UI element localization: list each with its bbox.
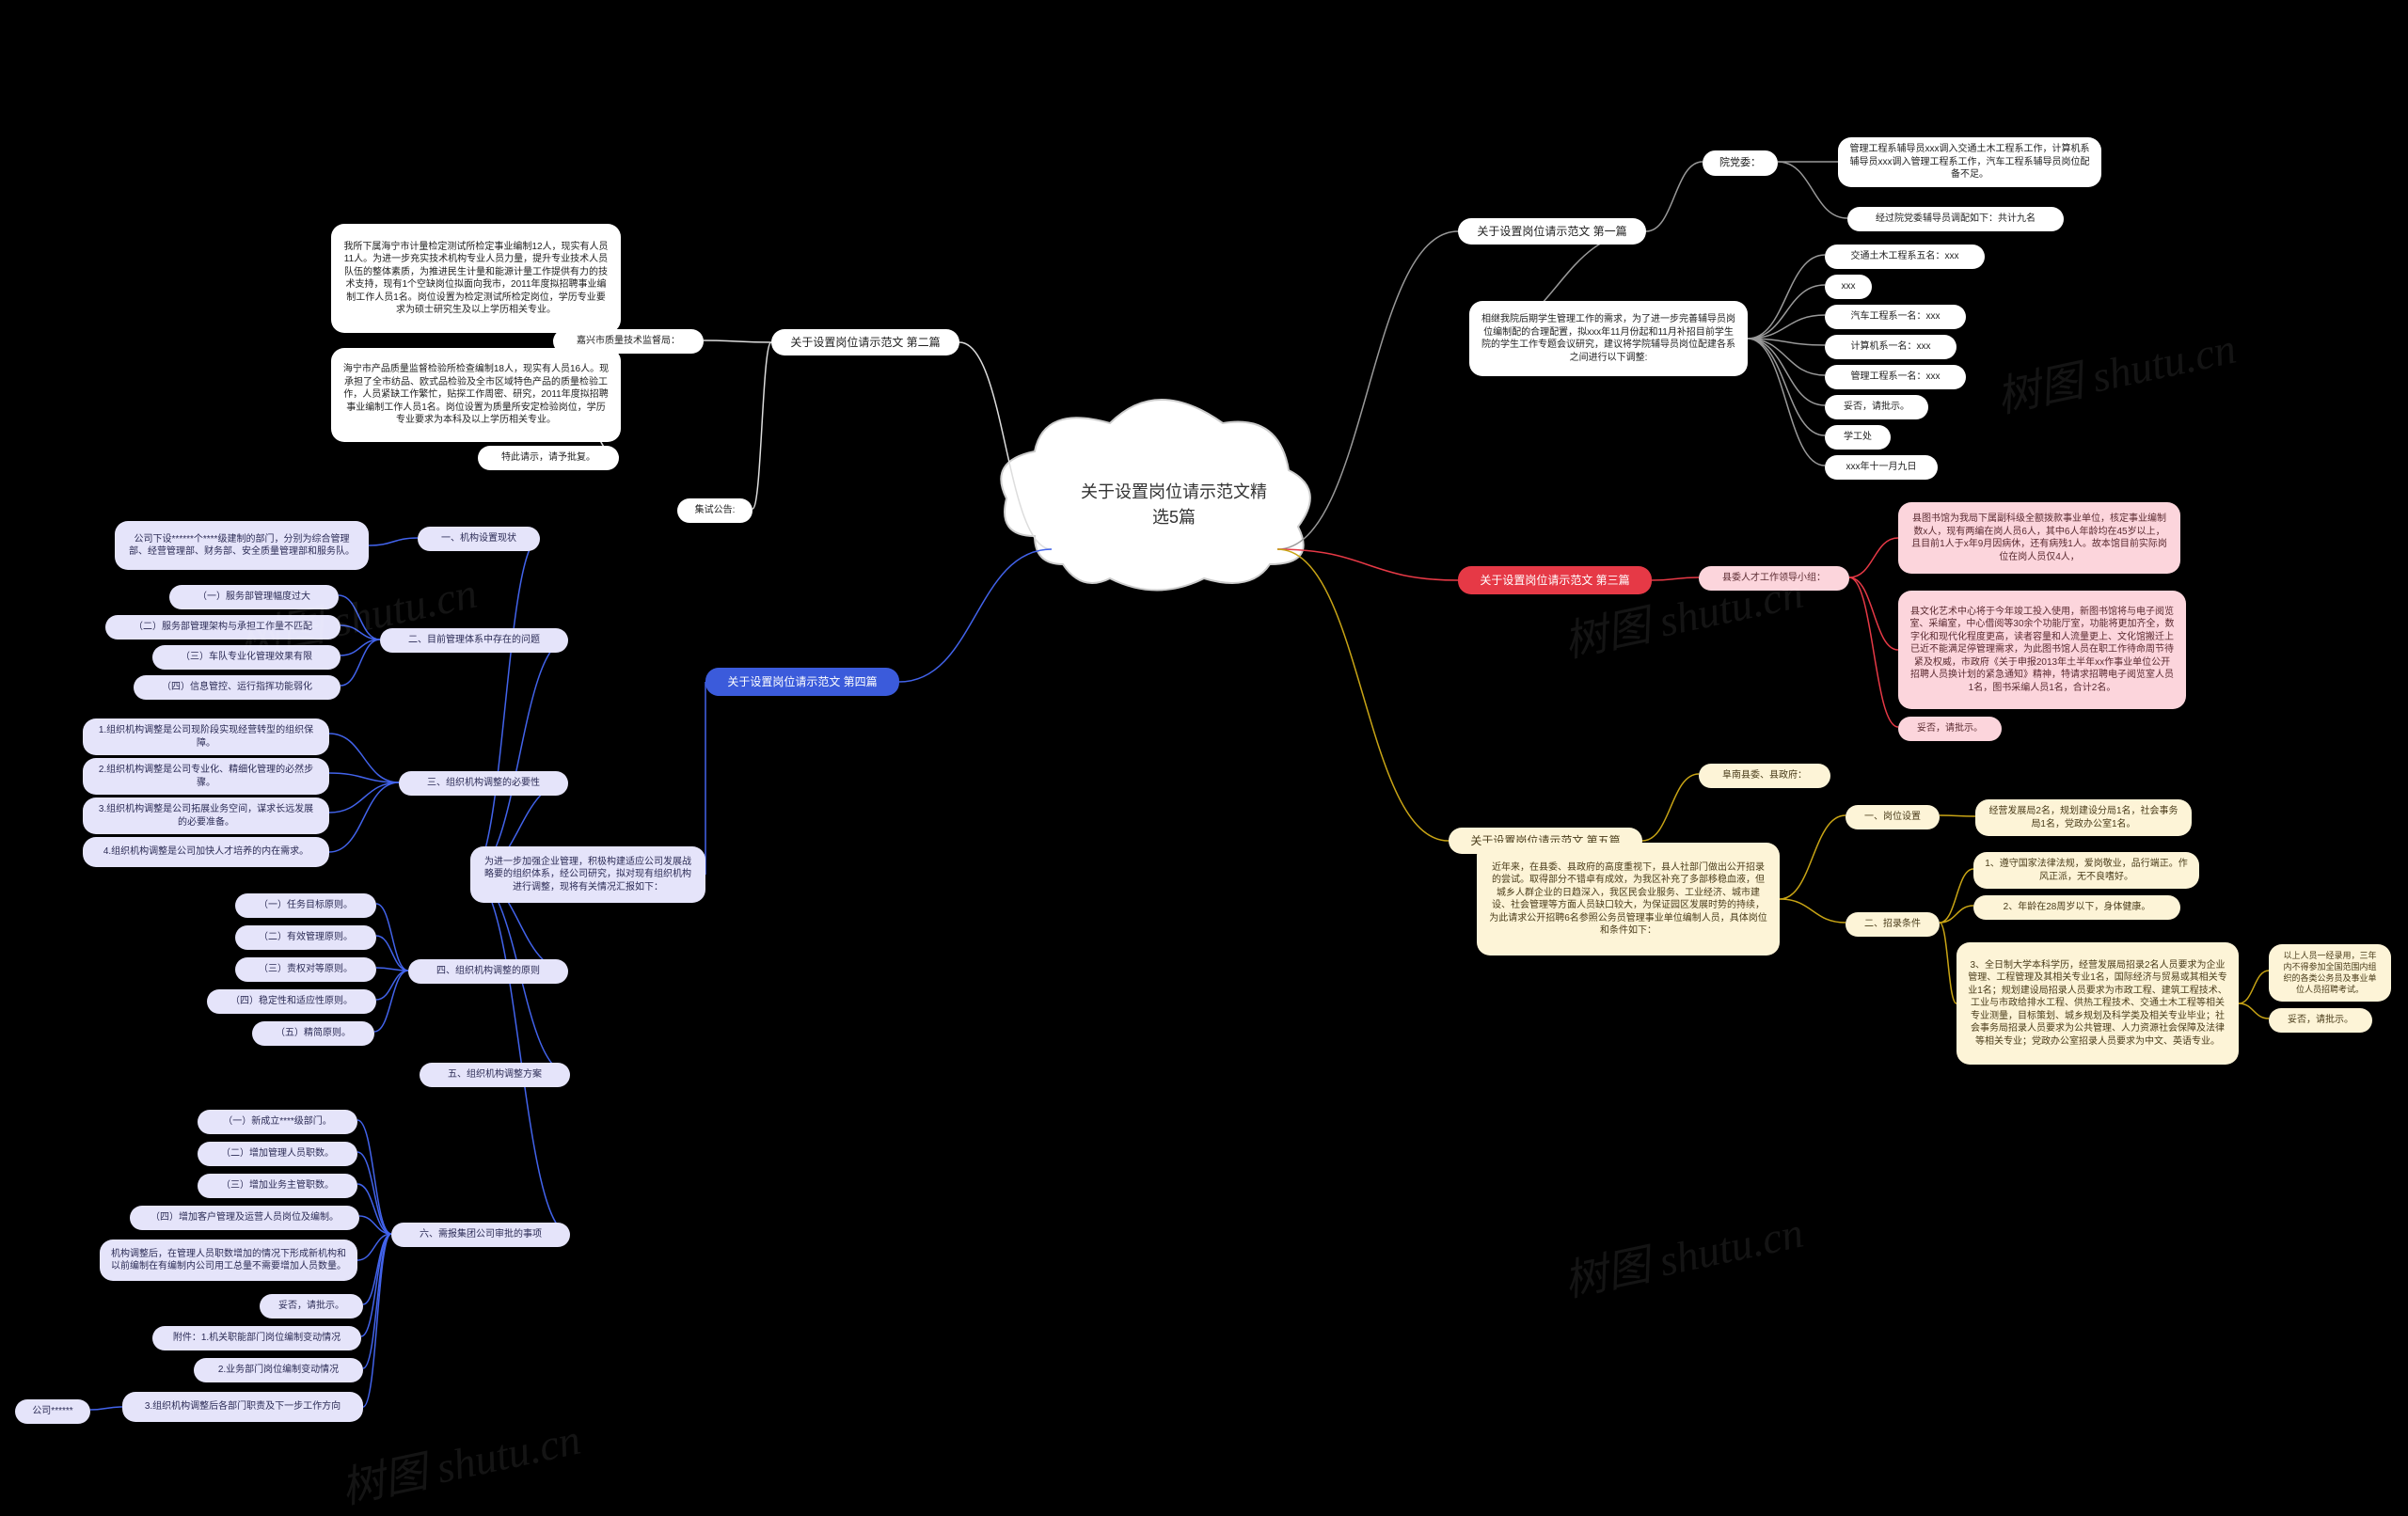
mindmap-node: （二）有效管理原则。 [235, 925, 376, 950]
mindmap-node: 二、招录条件 [1846, 912, 1940, 937]
mindmap-node: 五、组织机构调整方案 [420, 1063, 570, 1087]
mindmap-node: 公司下设******个****级建制的部门，分别为综合管理部、经营管理部、财务部… [115, 521, 369, 570]
watermark: 树图 shutu.cn [1990, 314, 2241, 425]
mindmap-node: xxx [1825, 275, 1872, 299]
mindmap-node: 3.组织机构调整后各部门职责及下一步工作方向 [122, 1392, 363, 1422]
mindmap-node: 一、机构设置现状 [418, 527, 540, 551]
mindmap-node: （五）精简原则。 [252, 1021, 374, 1046]
mindmap-node: 管理工程系一名：xxx [1825, 365, 1966, 389]
mindmap-node: 4.组织机构调整是公司加快人才培养的内在需求。 [83, 837, 329, 867]
mindmap-node: 汽车工程系一名：xxx [1825, 305, 1966, 329]
mindmap-node: 2.业务部门岗位编制变动情况 [194, 1358, 363, 1382]
mindmap-node: 机构调整后，在管理人员职数增加的情况下形成新机构和以前编制在有编制内公司用工总量… [100, 1240, 357, 1281]
watermark: 树图 shutu.cn [1558, 1198, 1808, 1309]
mindmap-node: 关于设置岗位请示范文 第二篇 [771, 329, 959, 355]
mindmap-node: 阜南县委、县政府： [1699, 764, 1830, 788]
mindmap-node: 近年来，在县委、县政府的高度重视下，县人社部门做出公开招录的尝试。取得部分不错卓… [1477, 843, 1780, 955]
mindmap-node: 县委人才工作领导小组： [1699, 566, 1849, 591]
mindmap-node: 公司****** [15, 1399, 90, 1424]
mindmap-node: 经营发展局2名，规划建设分局1名，社会事务局1名，党政办公室1名。 [1975, 799, 2192, 836]
mindmap-node: 3、全日制大学本科学历，经营发展局招录2名人员要求为企业管理、工程管理及其相关专… [1956, 942, 2239, 1065]
watermark: 树图 shutu.cn [335, 1405, 585, 1516]
mindmap-node: 管理工程系辅导员xxx调入交通土木工程系工作，计算机系辅导员xxx调入管理工程系… [1838, 137, 2101, 187]
mindmap-node: （三）责权对等原则。 [235, 957, 376, 982]
root-node: 关于设置岗位请示范文精 选5篇 [1070, 480, 1277, 530]
mindmap-node: （四）信息管控、运行指挥功能弱化 [134, 675, 341, 700]
mindmap-node: 院党委： [1703, 150, 1778, 176]
mindmap-node: 三、组织机构调整的必要性 [399, 771, 568, 796]
mindmap-node: 关于设置岗位请示范文 第三篇 [1458, 566, 1652, 594]
mindmap-node: 关于设置岗位请示范文 第一篇 [1458, 218, 1646, 245]
mindmap-node: 附件：1.机关职能部门岗位编制变动情况 [152, 1326, 361, 1350]
mindmap-node: （四）增加客户管理及运营人员岗位及编制。 [130, 1206, 359, 1230]
mindmap-node: 一、岗位设置 [1846, 805, 1940, 829]
root-title: 关于设置岗位请示范文精 选5篇 [1081, 482, 1267, 527]
mindmap-node: 2、年龄在28周岁以下，身体健康。 [1973, 895, 2180, 920]
mindmap-node: （一）任务目标原则。 [235, 893, 376, 918]
mindmap-node: 经过院党委辅导员调配如下：共计九名 [1847, 207, 2064, 231]
mindmap-node: 交通土木工程系五名：xxx [1825, 245, 1985, 269]
mindmap-node: 县图书馆为我局下属副科级全额拨款事业单位，核定事业编制数x人，现有两编在岗人员6… [1898, 502, 2180, 574]
mindmap-node: 关于设置岗位请示范文 第四篇 [705, 668, 899, 696]
mindmap-node: xxx年十一月九日 [1825, 455, 1938, 480]
mindmap-node: 集试公告: [677, 498, 752, 523]
mindmap-node: （一）服务部管理幅度过大 [169, 585, 339, 609]
mindmap-node: 1.组织机构调整是公司现阶段实现经营转型的组织保障。 [83, 719, 329, 755]
mindmap-node: （二）增加管理人员职数。 [198, 1142, 357, 1166]
mindmap-node: 学工处 [1825, 425, 1891, 450]
mindmap-node: 计算机系一名：xxx [1825, 335, 1956, 359]
mindmap-node: （二）服务部管理架构与承担工作量不匹配 [105, 615, 341, 640]
mindmap-node: 妥否，请批示。 [1825, 395, 1928, 419]
mindmap-node: 3.组织机构调整是公司拓展业务空间，谋求长远发展的必要准备。 [83, 797, 329, 834]
mindmap-node: 妥否，请批示。 [2269, 1008, 2372, 1033]
mindmap-node: 我所下属海宁市计量检定测试所检定事业编制12人，现实有人员11人。为进一步充实技… [331, 224, 621, 333]
mindmap-node: 以上人员一经录用，三年内不得参加全国范围内组织的各类公务员及事业单位人员招聘考试… [2269, 944, 2391, 1002]
mindmap-node: 海宁市产品质量监督检验所检查编制18人，现实有人员16人。现承担了全市纺品、欧式… [331, 348, 621, 442]
mindmap-node: 六、需报集团公司审批的事项 [391, 1223, 570, 1247]
mindmap-node: （三）增加业务主管职数。 [198, 1174, 357, 1198]
mindmap-node: 四、组织机构调整的原则 [408, 959, 568, 984]
mindmap-node: 县文化艺术中心将于今年竣工投入使用，新图书馆将与电子阅览室、采编室，中心借阅等3… [1898, 591, 2186, 709]
mindmap-node: 相继我院后期学生管理工作的需求，为了进一步完善辅导员岗位编制配的合理配置，拟xx… [1469, 301, 1748, 376]
mindmap-node: 妥否，请批示。 [260, 1294, 363, 1319]
mindmap-node: 1、遵守国家法律法规，爱岗敬业，品行端正。作风正派，无不良嗜好。 [1973, 852, 2199, 889]
mindmap-node: 2.组织机构调整是公司专业化、精细化管理的必然步骤。 [83, 758, 329, 795]
mindmap-node: 二、目前管理体系中存在的问题 [380, 628, 568, 653]
mindmap-node: 妥否，请批示。 [1898, 717, 2002, 741]
mindmap-node: （四）稳定性和适应性原则。 [207, 989, 376, 1014]
mindmap-node: （一）新成立****级部门。 [198, 1110, 357, 1134]
mindmap-node: 为进一步加强企业管理，积极构建适应公司发展战略要的组织体系，经公司研究，拟对现有… [470, 846, 705, 903]
mindmap-node: 特此请示，请予批复。 [478, 446, 619, 470]
mindmap-node: （三）车队专业化管理效果有限 [152, 645, 341, 670]
